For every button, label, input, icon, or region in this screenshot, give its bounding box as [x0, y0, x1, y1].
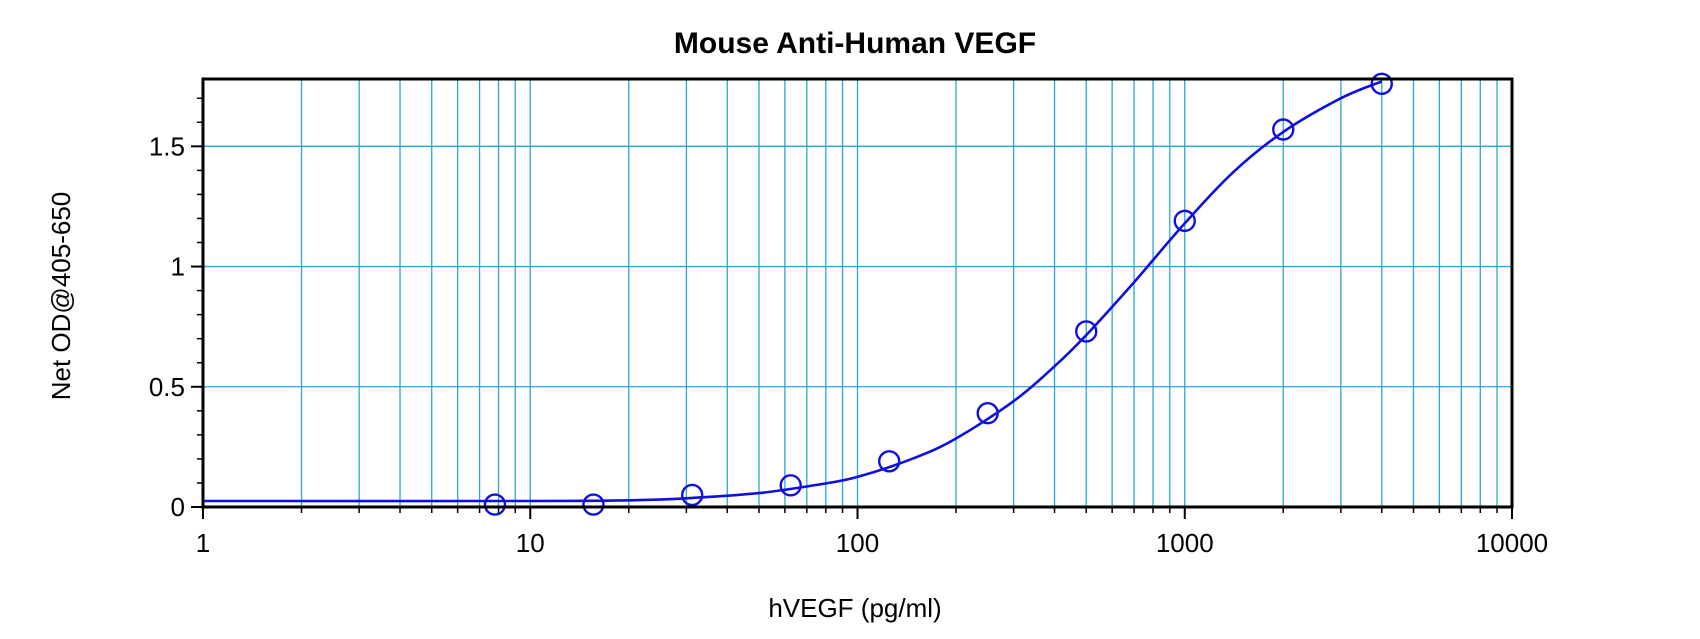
x-tick-label: 10	[516, 528, 545, 558]
x-axis-label: hVEGF (pg/ml)	[768, 593, 941, 623]
data-points	[483, 72, 1393, 516]
data-point	[1075, 320, 1098, 343]
data-point	[582, 493, 605, 516]
y-axis-label: Net OD@405-650	[46, 192, 76, 401]
data-point	[483, 493, 507, 516]
data-point	[779, 474, 802, 497]
fit-curve-layer	[202, 80, 1383, 503]
data-point	[1272, 118, 1295, 141]
y-tick-label: 1	[171, 252, 185, 282]
data-point	[680, 483, 704, 507]
chart-title: Mouse Anti-Human VEGF	[674, 27, 1036, 60]
grid	[203, 79, 1512, 507]
x-tick-label: 10000	[1476, 528, 1548, 558]
x-tick-label: 1000	[1156, 528, 1214, 558]
y-tick-label: 1.5	[149, 131, 185, 161]
y-tick-label: 0.5	[149, 372, 185, 402]
fit-curve	[202, 80, 1383, 503]
axes: 1 10 100 1000 10000 0 0.5 1 1.5	[149, 97, 1548, 558]
data-point	[878, 450, 901, 473]
data-point	[1370, 72, 1393, 96]
x-tick-label: 1	[196, 528, 210, 558]
y-tick-label: 0	[171, 492, 185, 522]
data-point	[976, 402, 999, 425]
data-point	[1173, 209, 1196, 233]
x-tick-label: 100	[836, 528, 879, 558]
